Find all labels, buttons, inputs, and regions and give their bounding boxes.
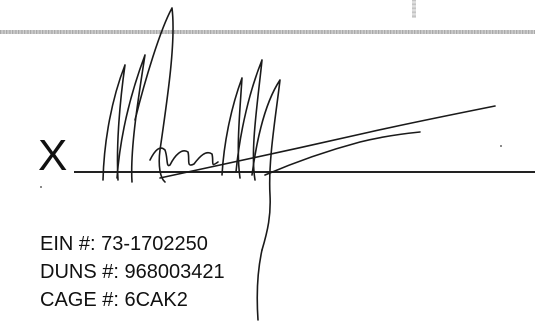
ein-value: 73-1702250 (101, 233, 208, 255)
scan-speck (500, 145, 502, 147)
duns-line: DUNS #: 968003421 (40, 258, 225, 286)
signature-x-mark: X (38, 131, 68, 180)
identifier-block: EIN #: 73-1702250 DUNS #: 968003421 CAGE… (40, 230, 225, 314)
scan-speck (40, 186, 42, 188)
cage-line: CAGE #: 6CAK2 (40, 286, 225, 314)
cage-label: CAGE #: (40, 289, 119, 311)
scan-edge-line (0, 30, 535, 34)
ein-label: EIN #: (40, 233, 96, 255)
duns-value: 968003421 (124, 261, 225, 283)
signature-line (74, 171, 535, 173)
duns-label: DUNS #: (40, 261, 119, 283)
cage-value: 6CAK2 (124, 289, 188, 311)
scan-artifact (412, 0, 416, 18)
ein-line: EIN #: 73-1702250 (40, 230, 225, 258)
